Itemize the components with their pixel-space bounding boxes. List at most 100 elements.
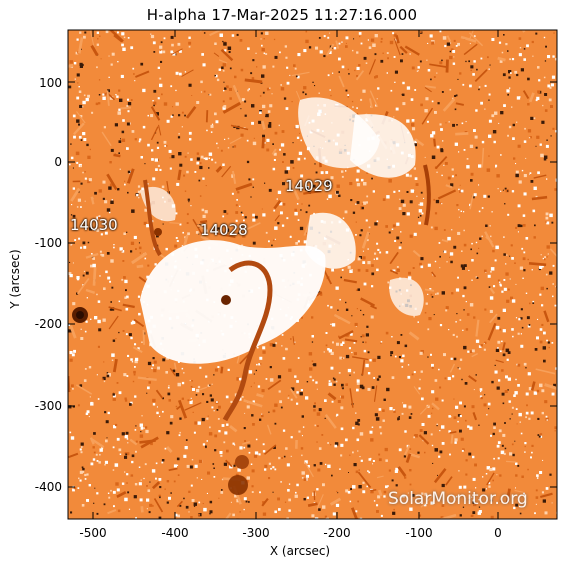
- texture-speckle: [79, 470, 83, 474]
- texture-speckle: [530, 116, 534, 120]
- texture-speckle: [268, 411, 270, 413]
- texture-speckle: [101, 254, 105, 257]
- texture-speckle: [529, 173, 530, 175]
- texture-speckle: [223, 81, 225, 83]
- texture-speckle: [124, 279, 128, 284]
- texture-speckle: [270, 467, 272, 470]
- texture-speckle: [272, 466, 275, 469]
- texture-speckle: [179, 72, 182, 76]
- texture-speckle: [258, 363, 261, 366]
- texture-speckle: [532, 302, 535, 304]
- texture-speckle: [340, 454, 343, 457]
- texture-speckle: [406, 191, 409, 193]
- texture-speckle: [476, 68, 478, 71]
- texture-speckle: [544, 155, 548, 159]
- texture-speckle: [248, 501, 250, 503]
- texture-speckle: [153, 51, 156, 53]
- texture-speckle: [532, 209, 536, 213]
- texture-speckle: [100, 58, 102, 60]
- fibril-streak: [122, 303, 135, 309]
- texture-speckle: [466, 158, 469, 160]
- texture-speckle: [205, 375, 208, 378]
- fibril-streak: [445, 184, 453, 189]
- texture-speckle: [147, 386, 150, 390]
- texture-speckle: [172, 106, 174, 108]
- texture-speckle: [200, 80, 203, 84]
- texture-speckle: [436, 423, 439, 426]
- texture-speckle: [491, 38, 495, 41]
- texture-speckle: [423, 503, 427, 507]
- texture-speckle: [262, 501, 265, 504]
- fibril-streak: [528, 92, 535, 103]
- texture-speckle: [220, 454, 223, 457]
- fibril-streak: [433, 468, 447, 484]
- texture-speckle: [137, 185, 141, 188]
- texture-speckle: [377, 248, 380, 251]
- texture-speckle: [303, 498, 306, 501]
- texture-speckle: [371, 285, 374, 288]
- texture-speckle: [261, 414, 264, 418]
- fibril-streak: [489, 313, 498, 324]
- texture-speckle: [94, 487, 96, 489]
- texture-speckle: [300, 316, 303, 319]
- texture-speckle: [441, 442, 445, 445]
- texture-speckle: [348, 347, 351, 350]
- texture-speckle: [457, 231, 461, 235]
- texture-speckle: [76, 278, 80, 281]
- texture-speckle: [274, 131, 278, 135]
- texture-speckle: [489, 225, 491, 227]
- texture-speckle: [186, 213, 189, 216]
- texture-speckle: [511, 406, 514, 409]
- texture-speckle: [197, 513, 200, 516]
- texture-speckle: [349, 454, 351, 456]
- texture-speckle: [544, 93, 548, 96]
- texture-speckle: [430, 433, 433, 436]
- fibril-streak: [76, 278, 90, 295]
- texture-speckle: [199, 366, 202, 369]
- texture-speckle: [301, 435, 303, 437]
- texture-speckle: [475, 241, 478, 244]
- texture-speckle: [341, 41, 343, 43]
- texture-speckle: [459, 72, 462, 75]
- texture-speckle: [226, 449, 229, 453]
- texture-speckle: [188, 83, 192, 87]
- texture-speckle: [359, 517, 363, 519]
- texture-speckle: [542, 265, 544, 268]
- texture-speckle: [201, 53, 204, 56]
- texture-speckle: [241, 214, 244, 216]
- texture-speckle: [230, 400, 233, 403]
- texture-speckle: [146, 508, 148, 510]
- texture-speckle: [467, 350, 470, 353]
- texture-speckle: [177, 360, 180, 363]
- texture-speckle: [70, 214, 73, 216]
- texture-speckle: [253, 373, 255, 375]
- fibril-streak: [131, 251, 148, 265]
- texture-speckle: [345, 89, 348, 92]
- texture-speckle: [349, 500, 352, 503]
- texture-speckle: [192, 388, 195, 391]
- fibril-streak: [129, 438, 138, 446]
- texture-speckle: [175, 71, 179, 75]
- texture-speckle: [459, 514, 462, 517]
- texture-speckle: [127, 191, 129, 194]
- texture-speckle: [376, 220, 379, 223]
- texture-speckle: [262, 450, 266, 453]
- texture-speckle: [173, 464, 177, 468]
- texture-speckle: [294, 375, 297, 378]
- texture-speckle: [150, 34, 155, 39]
- texture-speckle: [374, 222, 378, 226]
- texture-speckle: [375, 75, 378, 78]
- texture-speckle: [537, 417, 540, 420]
- texture-speckle: [546, 245, 550, 249]
- texture-speckle: [303, 240, 307, 244]
- texture-speckle: [523, 192, 527, 196]
- texture-speckle: [203, 507, 207, 512]
- texture-speckle: [126, 105, 129, 107]
- texture-speckle: [140, 156, 143, 159]
- texture-speckle: [269, 343, 273, 347]
- texture-speckle: [470, 172, 474, 176]
- texture-speckle: [488, 68, 490, 70]
- texture-speckle: [431, 390, 435, 394]
- texture-speckle: [459, 415, 462, 418]
- texture-speckle: [493, 457, 495, 460]
